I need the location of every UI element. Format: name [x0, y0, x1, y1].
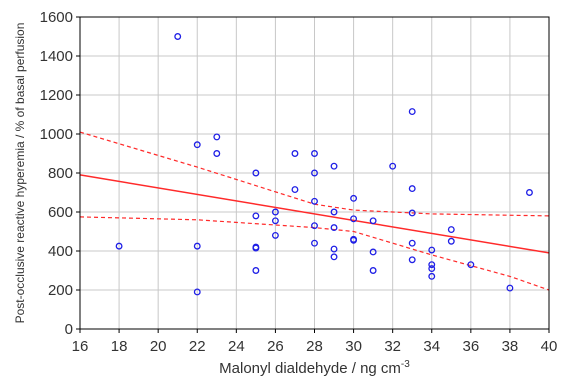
data-point	[408, 256, 416, 264]
data-point	[428, 272, 436, 280]
data-point	[311, 222, 318, 230]
x-tick-label: 26	[267, 338, 284, 355]
data-point	[369, 217, 377, 225]
data-point	[291, 186, 299, 194]
data-point	[271, 217, 279, 225]
x-tick-label: 38	[502, 338, 519, 355]
data-point	[330, 245, 338, 253]
data-point	[428, 265, 436, 272]
data-point	[311, 150, 318, 157]
y-tick-label: 1400	[40, 48, 73, 65]
data-point	[193, 242, 201, 250]
y-tick-label: 400	[48, 243, 73, 260]
data-point	[447, 237, 455, 245]
data-point	[330, 224, 338, 232]
data-point	[408, 209, 416, 217]
x-axis-title-text: Malonyl dialdehyde / ng cm	[219, 360, 401, 377]
x-tick-label: 32	[384, 338, 401, 355]
data-point	[447, 226, 455, 233]
data-point	[174, 33, 182, 40]
data-point	[350, 194, 358, 202]
y-tick-labels: 0 200 400 600 800 1000 1200 1400 1600	[40, 9, 73, 338]
data-point	[311, 169, 318, 177]
data-points	[115, 33, 533, 296]
y-tick-label: 0	[65, 321, 73, 338]
regression-lines	[79, 174, 550, 254]
x-tick-label: 22	[189, 338, 206, 355]
y-axis-title: Post-occlusive reactive hyperemia / % of…	[13, 23, 27, 324]
data-point	[526, 189, 533, 196]
x-tick-labels: 16 18 20 22 24 26 28 30 32 34 36 38 40	[72, 338, 558, 355]
x-axis-title: Malonyl dialdehyde / ng cm-3	[219, 359, 410, 377]
data-point	[252, 212, 260, 220]
x-tick-label: 16	[72, 338, 89, 355]
data-point	[408, 239, 416, 247]
confidence-lower-band	[79, 216, 550, 291]
data-point	[271, 231, 279, 239]
data-point	[369, 248, 377, 256]
data-point	[330, 162, 338, 170]
data-point	[291, 150, 299, 157]
regression-line	[79, 174, 550, 254]
x-tick-label: 40	[541, 338, 558, 355]
data-point	[330, 253, 338, 261]
data-point	[193, 288, 201, 296]
x-tick-label: 20	[150, 338, 167, 355]
data-point	[271, 208, 279, 216]
y-tick-label: 200	[48, 282, 73, 299]
confidence-bands	[79, 131, 550, 291]
x-tick-label: 24	[228, 338, 245, 355]
y-tick-label: 1600	[40, 9, 73, 26]
data-point	[506, 284, 514, 292]
axis-ticks	[76, 16, 550, 333]
data-point	[252, 244, 260, 252]
grid-lines	[80, 17, 549, 329]
data-point	[213, 150, 221, 157]
data-point	[350, 236, 358, 244]
data-point	[213, 133, 221, 141]
data-point	[193, 141, 201, 149]
data-point	[369, 267, 377, 274]
data-point	[389, 162, 397, 170]
y-tick-label: 600	[48, 204, 73, 221]
data-point	[467, 261, 475, 269]
data-point	[350, 215, 358, 223]
data-point	[311, 239, 318, 247]
data-point	[252, 267, 260, 274]
y-tick-label: 800	[48, 165, 73, 182]
data-point	[428, 246, 436, 254]
data-point	[428, 261, 436, 269]
data-point	[115, 242, 123, 250]
y-tick-label: 1200	[40, 87, 73, 104]
data-point	[311, 197, 318, 205]
x-tick-label: 34	[423, 338, 440, 355]
x-tick-label: 36	[462, 338, 479, 355]
data-point	[408, 108, 416, 116]
y-tick-label: 1000	[40, 126, 73, 143]
x-tick-label: 30	[345, 338, 362, 355]
x-axis-title-superscript: -3	[401, 359, 410, 370]
data-point	[408, 185, 416, 193]
data-point	[252, 169, 260, 177]
x-tick-label: 18	[111, 338, 128, 355]
data-point	[330, 208, 338, 216]
x-tick-label: 28	[306, 338, 323, 355]
